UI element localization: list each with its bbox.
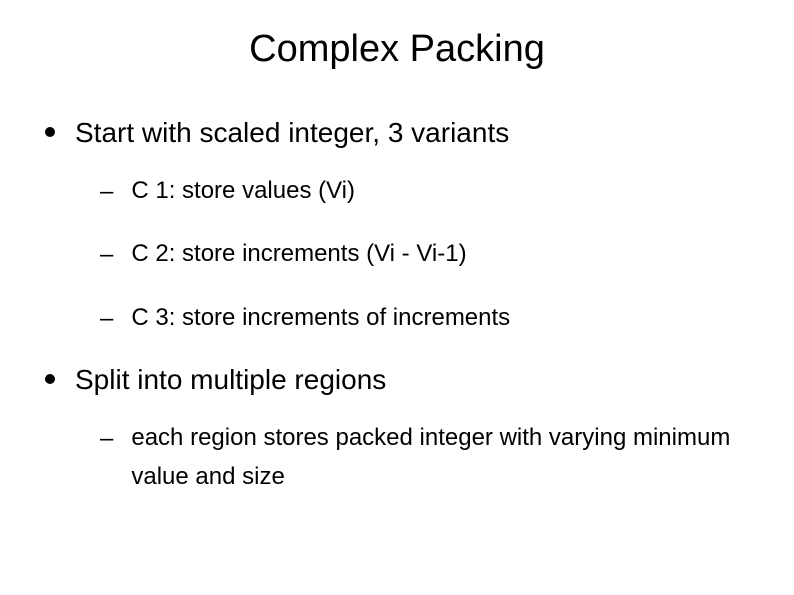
sub-bullet-text: C 1: store values (Vi) (131, 172, 749, 210)
disc-bullet-icon (45, 374, 55, 384)
bullet-level1: Start with scaled integer, 3 variants (45, 115, 749, 150)
sub-bullet-group: – C 1: store values (Vi) – C 2: store in… (100, 172, 749, 338)
bullet-level2: – C 3: store increments of increments (100, 299, 749, 338)
sub-bullet-text: C 2: store increments (Vi - Vi-1) (131, 235, 749, 273)
bullet-level2: – each region stores packed integer with… (100, 419, 749, 496)
dash-bullet-icon: – (100, 173, 113, 211)
sub-bullet-group: – each region stores packed integer with… (100, 419, 749, 496)
bullet-text: Split into multiple regions (75, 362, 386, 397)
sub-bullet-text: each region stores packed integer with v… (131, 419, 749, 496)
sub-bullet-text: C 3: store increments of increments (131, 299, 749, 337)
bullet-text: Start with scaled integer, 3 variants (75, 115, 509, 150)
dash-bullet-icon: – (100, 236, 113, 274)
bullet-level2: – C 2: store increments (Vi - Vi-1) (100, 235, 749, 274)
disc-bullet-icon (45, 127, 55, 137)
slide-content: Start with scaled integer, 3 variants – … (45, 115, 749, 520)
slide: Complex Packing Start with scaled intege… (0, 0, 794, 595)
dash-bullet-icon: – (100, 300, 113, 338)
bullet-level2: – C 1: store values (Vi) (100, 172, 749, 211)
bullet-level1: Split into multiple regions (45, 362, 749, 397)
dash-bullet-icon: – (100, 420, 113, 458)
slide-title: Complex Packing (0, 28, 794, 71)
